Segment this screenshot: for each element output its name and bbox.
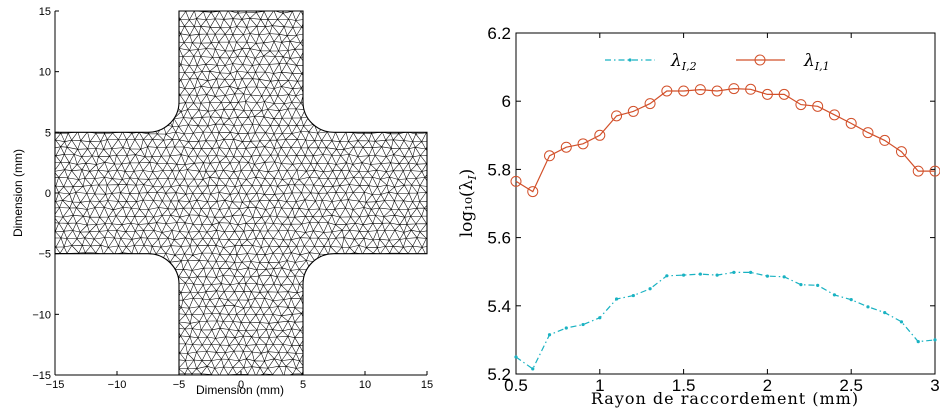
line-axes: 0.5 1 1.5 2 2.5 3 5.2 5.4 5.6 5.8 6 6.2 (487, 24, 939, 395)
mesh-ylabel: Dimension (mm) (11, 149, 25, 237)
data-point (866, 305, 870, 309)
data-point (929, 165, 940, 177)
data-point (711, 85, 723, 97)
data-point (678, 85, 690, 97)
data-point (531, 367, 535, 371)
ytick-label: 5.2 (487, 365, 511, 384)
series-line-1 (515, 271, 936, 370)
data-point (745, 83, 757, 95)
data-point (883, 311, 887, 315)
data-point (644, 98, 656, 110)
line-xlabel: Rayon de raccordement (mm) (591, 389, 859, 408)
mesh-boundary (54, 10, 428, 376)
data-point (682, 273, 686, 277)
data-point (648, 287, 652, 291)
data-point (661, 85, 673, 97)
mesh-xtick-label: −10 (108, 379, 127, 391)
data-point (895, 146, 907, 158)
data-point (510, 175, 522, 187)
mesh-xtick-label: −5 (173, 379, 186, 391)
mesh-axes: −15 −10 −5 0 5 10 15 15 10 5 0 −5 −10 −15 (32, 6, 433, 391)
data-point (631, 293, 635, 298)
mesh-elements (55, 11, 427, 375)
data-point (564, 326, 568, 330)
xtick-label: 1.5 (672, 376, 696, 395)
mesh-xlabel: Dimension (mm) (196, 383, 284, 397)
data-point (611, 110, 623, 122)
data-point (879, 134, 891, 146)
data-point (778, 88, 790, 100)
legend: λI,2 λI,1 (605, 51, 830, 73)
data-point (912, 165, 924, 177)
data-point (627, 105, 639, 117)
ytick-label: 6 (502, 92, 511, 111)
data-point (916, 340, 920, 344)
data-point (698, 272, 702, 276)
data-point (514, 355, 518, 359)
mesh-xtick-label: 15 (421, 379, 433, 391)
plot-area (515, 32, 936, 375)
xtick-label: 3 (930, 376, 939, 395)
series-line-2 (515, 87, 935, 193)
data-point (849, 298, 853, 302)
data-point (749, 270, 753, 274)
data-point (614, 297, 619, 301)
data-point (598, 316, 602, 320)
data-point (577, 138, 589, 150)
data-point (899, 320, 904, 324)
mesh-ytick-label: −5 (38, 249, 51, 261)
data-point (665, 274, 669, 278)
data-point (782, 275, 786, 279)
data-point (765, 274, 770, 278)
ytick-label: 6.2 (487, 24, 511, 43)
xtick-label: 0.5 (504, 376, 528, 395)
data-point (694, 84, 706, 96)
ytick-label: 5.8 (487, 160, 511, 179)
data-point (761, 88, 773, 100)
mesh-ytick-label: 10 (39, 67, 51, 79)
data-point (527, 186, 539, 198)
mesh-triangles (55, 11, 427, 375)
series-layer (510, 83, 940, 371)
data-point (845, 117, 857, 129)
ytick-label: 5.6 (487, 229, 511, 248)
mesh-xtick-label: 0 (238, 379, 244, 391)
legend-label-series-1: λI,2 (670, 51, 697, 73)
xtick-label: 1 (595, 376, 604, 395)
mesh-ytick-label: 0 (45, 188, 51, 200)
mesh-xtick-label: −15 (46, 379, 65, 391)
xtick-label: 2 (763, 376, 772, 395)
data-point (728, 83, 740, 95)
data-point (828, 109, 840, 121)
data-point (862, 127, 874, 139)
mesh-xtick-label: 5 (300, 379, 306, 391)
data-point (594, 129, 606, 141)
mesh-ytick-label: −10 (32, 309, 51, 321)
data-point (799, 283, 803, 287)
mesh-ytick-label: −15 (32, 370, 51, 382)
legend-marker-series-2 (754, 54, 766, 66)
ytick-label: 5.4 (487, 297, 511, 316)
data-point (544, 150, 556, 162)
legend-label-series-2: λI,1 (803, 51, 830, 73)
xtick-label: 2.5 (839, 376, 863, 395)
data-point (933, 338, 937, 342)
line-ylabel: log₁₀(λI) (457, 169, 479, 238)
data-point (560, 141, 572, 153)
data-point (715, 273, 719, 277)
mesh-ytick-label: 15 (39, 6, 51, 18)
mesh-plot: −15 −10 −5 0 5 10 15 15 10 5 0 −5 −10 −15 Dimension (… (11, 6, 433, 397)
data-point (581, 322, 585, 327)
data-point (832, 293, 837, 297)
mesh-xtick-label: 10 (359, 379, 371, 391)
mesh-ytick-label: 5 (45, 127, 51, 139)
data-point (547, 333, 552, 337)
legend-marker-series-1 (628, 58, 632, 62)
data-point (795, 99, 807, 111)
data-point (812, 100, 824, 112)
data-point (732, 270, 736, 274)
data-point (816, 283, 820, 287)
line-chart: 0.5 1 1.5 2 2.5 3 5.2 5.4 5.6 5.8 6 6.2 λI,2 λI,1 R… (457, 24, 940, 408)
